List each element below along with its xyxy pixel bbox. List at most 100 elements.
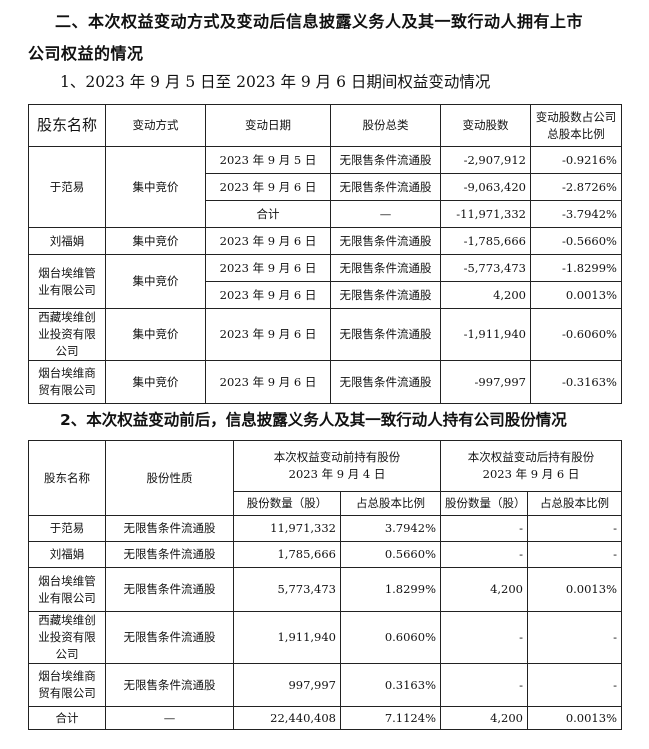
change-method: 集中竞价 [105,308,206,361]
header-shareholder: 股东名称 [28,104,106,147]
subsection-title-1: 1、2023 年 9 月 5 日至 2023 年 9 月 6 日期间权益变动情况 [60,73,491,91]
header-after: 本次权益变动后持有股份 2023 年 9 月 6 日 [440,440,622,492]
share-nature: — [105,706,234,730]
after-ratio: - [527,611,622,664]
share-type: 无限售条件流通股 [330,360,441,404]
section-heading: 二、本次权益变动方式及变动后信息披露义务人及其一致行动人拥有上市 [55,12,584,31]
before-qty: 5,773,473 [233,567,341,612]
after-ratio: - [527,515,622,542]
after-ratio: - [527,663,622,707]
change-shares: -2,907,912 [440,146,531,174]
after-qty: 4,200 [440,567,528,612]
change-ratio: -2.8726% [530,173,622,201]
change-method: 集中竞价 [105,227,206,255]
shareholder-name: 于范易 [28,515,106,542]
after-qty: 4,200 [440,706,528,730]
before-ratio: 0.6060% [340,611,441,664]
table-row: 西藏埃维创业投资有限公司 无限售条件流通股 1,911,940 0.6060% - - [28,611,622,664]
table-row: 烟台埃维商贸有限公司 无限售条件流通股 997,997 0.3163% - - [28,663,622,707]
before-label: 本次权益变动前持有股份 [273,450,401,464]
after-qty: - [440,663,528,707]
before-qty: 22,440,408 [233,706,341,730]
header-before-qty: 股份数量（股） [233,491,341,516]
change-ratio: -0.3163% [530,360,622,404]
shareholder-name: 烟台埃维管业有限公司 [28,254,106,309]
share-type: 无限售条件流通股 [330,281,441,309]
before-ratio: 3.7942% [340,515,441,542]
section-heading-cont: 公司权益的情况 [28,44,144,63]
before-qty: 997,997 [233,663,341,707]
share-nature: 无限售条件流通股 [105,541,234,568]
after-qty: - [440,611,528,664]
header-ratio: 变动股数占公司总股本比例 [530,104,622,147]
change-date: 2023 年 9 月 6 日 [205,308,331,361]
after-qty: - [440,515,528,542]
before-ratio: 7.1124% [340,706,441,730]
change-method: 集中竞价 [105,146,206,228]
shareholder-name: 合计 [28,706,106,730]
change-date: 2023 年 9 月 6 日 [205,173,331,201]
header-method: 变动方式 [105,104,206,147]
table-row: 烟台埃维管业有限公司 无限售条件流通股 5,773,473 1.8299% 4,200 0… [28,567,622,612]
shareholder-name: 烟台埃维管业有限公司 [28,567,106,612]
change-ratio: -0.9216% [530,146,622,174]
header-shares: 变动股数 [440,104,531,147]
share-type: 无限售条件流通股 [330,308,441,361]
table-row: 烟台埃维商贸有限公司 集中竞价 2023 年 9 月 6 日无限售条件流通股 -997… [28,360,622,404]
share-nature: 无限售条件流通股 [105,567,234,612]
before-qty: 1,785,666 [233,541,341,568]
change-shares: -11,971,332 [440,200,531,228]
change-date: 2023 年 9 月 6 日 [205,227,331,255]
after-ratio: - [527,541,622,568]
change-shares: -1,785,666 [440,227,531,255]
share-type: 无限售条件流通股 [330,146,441,174]
holdings-table: 股东名称 股份性质 本次权益变动前持有股份 2023 年 9 月 4 日 本次权益… [28,440,622,730]
shareholder-name: 刘福娟 [28,227,106,255]
before-qty: 11,971,332 [233,515,341,542]
table-row: 2023 年 9 月 6 日无限售条件流通股 -9,063,420 -2.8726% [29,173,622,201]
change-shares: 4,200 [440,281,531,309]
change-ratio: -1.8299% [530,254,622,282]
header-type: 股份总类 [330,104,441,147]
shareholder-name: 刘福娟 [28,541,106,568]
subsection-title-2: 2、本次权益变动前后，信息披露义务人及其一致行动人持有公司股份情况 [60,411,567,429]
share-nature: 无限售条件流通股 [105,663,234,707]
change-date: 2023 年 9 月 6 日 [205,281,331,309]
change-shares: -1,911,940 [440,308,531,361]
after-qty: - [440,541,528,568]
header-nature: 股份性质 [105,440,234,516]
table-row: 于范易 集中竞价 2023 年 9 月 5 日无限售条件流通股 -2,907,912-… [28,146,622,228]
change-date: 2023 年 9 月 6 日 [205,254,331,282]
change-ratio: -3.7942% [530,200,622,228]
change-shares: -997,997 [440,360,531,404]
header-before-ratio: 占总股本比例 [340,491,441,516]
change-date: 2023 年 9 月 6 日 [205,360,331,404]
header-shareholder: 股东名称 [28,440,106,516]
change-date: 2023 年 9 月 5 日 [205,146,331,174]
after-label: 本次权益变动后持有股份 [467,450,595,464]
before-qty: 1,911,940 [233,611,341,664]
shareholder-name: 于范易 [28,146,106,228]
header-date: 变动日期 [205,104,331,147]
change-method: 集中竞价 [105,254,206,309]
after-ratio: 0.0013% [527,567,622,612]
table-row: 2023 年 9 月 6 日无限售条件流通股 4,200 0.0013% [29,281,622,309]
share-type: 无限售条件流通股 [330,173,441,201]
before-date: 2023 年 9 月 4 日 [288,467,386,481]
before-ratio: 0.3163% [340,663,441,707]
share-type: 无限售条件流通股 [330,254,441,282]
shareholder-name: 烟台埃维商贸有限公司 [28,360,106,404]
equity-change-table: 股东名称 变动方式 变动日期 股份总类 变动股数 变动股数占公司总股本比例 于范… [28,104,622,404]
change-ratio: -0.6060% [530,308,622,361]
header-before: 本次权益变动前持有股份 2023 年 9 月 4 日 [233,440,441,492]
share-nature: 无限售条件流通股 [105,611,234,664]
share-nature: 无限售条件流通股 [105,515,234,542]
table-row: 刘福娟 无限售条件流通股 1,785,666 0.5660% - - [28,541,622,568]
shareholder-name: 烟台埃维商贸有限公司 [28,663,106,707]
table-row: 于范易 无限售条件流通股 11,971,332 3.7942% - - [28,515,622,542]
header-after-qty: 股份数量（股） [440,491,528,516]
table-row: 合计 — -11,971,332 -3.7942% [29,200,622,228]
change-date: 合计 [205,200,331,228]
table-row: 刘福娟 集中竞价 2023 年 9 月 6 日无限售条件流通股 -1,785,666-… [28,227,622,255]
change-ratio: 0.0013% [530,281,622,309]
